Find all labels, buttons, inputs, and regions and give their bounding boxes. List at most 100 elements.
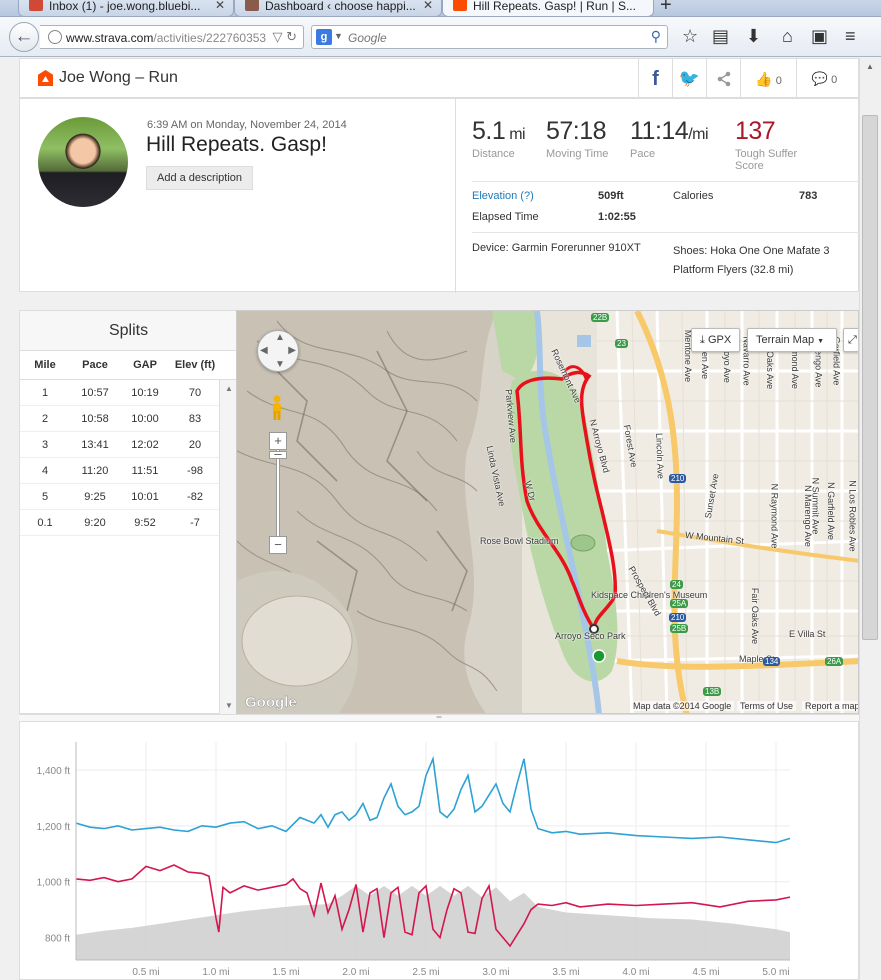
map-label: Maple St: [739, 654, 775, 664]
report-map-error-link[interactable]: Report a map error: [802, 701, 858, 711]
split-row[interactable]: 0.1 9:20 9:52 -7: [20, 510, 237, 536]
comment-icon: 💬: [811, 71, 828, 86]
x-tick-label: 0.5 mi: [132, 967, 159, 978]
col-mile[interactable]: Mile: [34, 359, 56, 371]
thumbs-up-icon: 👍: [755, 71, 773, 87]
browser-navbar: ← www.strava.com/activities/222760353 ▽ …: [0, 17, 881, 57]
page-scrollbar[interactable]: ▲: [859, 58, 881, 980]
add-description-button[interactable]: Add a description: [146, 166, 253, 190]
comments-button[interactable]: 💬 0: [796, 59, 852, 99]
download-icon[interactable]: ⬇: [746, 26, 762, 46]
splits-rows: 1 10:57 10:19 70 2 10:58 10:00 83 3 13:41 12:02 20 4…: [20, 380, 237, 536]
split-cell: -7: [190, 517, 200, 529]
device-info: Device: Garmin Forerunner 910XT: [472, 242, 641, 254]
col-elevation[interactable]: Elev (ft): [174, 359, 216, 371]
activity-header: Joe Wong – Run f 🐦 👍 0 💬 0: [19, 58, 859, 99]
x-tick-label: 3.5 mi: [552, 967, 579, 978]
map-tiles: Google: [237, 311, 858, 713]
svg-text:Google: Google: [245, 694, 297, 711]
chevron-down-icon: ▼: [817, 338, 825, 345]
highway-shield: 24: [670, 580, 683, 589]
map-type-select[interactable]: Terrain Map ▼: [747, 328, 837, 352]
scroll-down-icon[interactable]: ▼: [225, 701, 233, 710]
download-gpx-button[interactable]: ⤓ GPX: [691, 328, 741, 352]
tab-strava-activity[interactable]: Hill Repeats. Gasp! | Run | S...: [442, 0, 654, 16]
split-cell: 9:25: [84, 491, 106, 503]
y-tick-label: 1,200 ft: [37, 822, 71, 833]
pan-up-icon[interactable]: ▲: [275, 332, 285, 343]
search-icon[interactable]: ⚲: [650, 28, 661, 44]
fullscreen-button[interactable]: ⤢: [843, 328, 858, 352]
run-activity-icon: [38, 70, 53, 86]
reload-icon[interactable]: ▽ ↻: [272, 29, 297, 44]
splits-table: Splits Mile Pace GAP Elev (ft) 1 10:57 10:…: [19, 310, 237, 714]
x-tick-label: 1.0 mi: [202, 967, 229, 978]
split-cell: 3: [41, 439, 49, 451]
address-bar[interactable]: www.strava.com/activities/222760353 ▽ ↻: [40, 25, 304, 49]
athlete-avatar[interactable]: [38, 117, 128, 207]
map-pan-control[interactable]: ▲ ◀ ▶ ▼: [257, 330, 299, 372]
share-button[interactable]: [706, 59, 740, 99]
pan-right-icon[interactable]: ▶: [288, 345, 296, 356]
share-facebook-button[interactable]: f: [638, 59, 672, 99]
split-cell: 10:58: [81, 413, 109, 425]
elevation-help-link[interactable]: Elevation (?): [472, 190, 534, 202]
split-row[interactable]: 4 11:20 11:51 -98: [20, 458, 237, 484]
splits-scrollbar[interactable]: ▲ ▼: [219, 380, 237, 714]
splits-header-row: Mile Pace GAP Elev (ft): [20, 351, 237, 380]
pan-left-icon[interactable]: ◀: [260, 345, 268, 356]
split-row[interactable]: 3 13:41 12:02 20: [20, 432, 237, 458]
map-label: N Garfield Ave: [825, 482, 836, 540]
tab-inbox[interactable]: Inbox (1) - joe.wong.bluebi... ✕: [18, 0, 234, 16]
search-input[interactable]: Google: [348, 31, 387, 45]
stat-pace: 11:14/mi Pace: [630, 117, 709, 160]
stats-divider: [472, 181, 859, 182]
split-row[interactable]: 2 10:58 10:00 83: [20, 406, 237, 432]
zoom-in-button[interactable]: +: [269, 432, 287, 450]
bookmarks-list-icon[interactable]: ▤: [712, 26, 730, 46]
search-box[interactable]: g ▼ Google ⚲: [311, 25, 668, 49]
shoes-info[interactable]: Shoes: Hoka One One Mafate 3 Platform Fl…: [673, 245, 830, 276]
tab-dashboard[interactable]: Dashboard ‹ choose happi... ✕: [234, 0, 442, 16]
split-row[interactable]: 1 10:57 10:19 70: [20, 380, 237, 406]
resize-handle[interactable]: ═: [19, 714, 859, 722]
zoom-out-button[interactable]: −: [269, 536, 287, 554]
pocket-icon[interactable]: ▣: [811, 26, 829, 46]
map-label: N Raymond Ave: [769, 483, 780, 549]
menu-icon[interactable]: ≡: [845, 26, 856, 46]
share-twitter-button[interactable]: 🐦: [672, 59, 706, 99]
home-icon[interactable]: ⌂: [782, 26, 793, 46]
zoom-slider-handle[interactable]: –: [269, 447, 287, 460]
split-cell: 20: [188, 439, 202, 451]
stat-suffer-score[interactable]: 137 Tough Suffer Score: [735, 117, 798, 172]
kudos-button[interactable]: 👍 0: [740, 59, 796, 99]
close-icon[interactable]: ✕: [214, 0, 225, 12]
line-series-blue: [75, 755, 791, 844]
scroll-up-icon[interactable]: ▲: [866, 62, 874, 71]
download-icon: ⤓: [700, 334, 705, 346]
calories-label: Calories: [673, 190, 714, 202]
pan-down-icon[interactable]: ▼: [275, 359, 285, 370]
back-arrow-icon[interactable]: ←: [9, 22, 39, 52]
col-gap[interactable]: GAP: [133, 359, 157, 371]
highway-shield: 25B: [670, 624, 689, 633]
bookmark-star-icon[interactable]: ☆: [682, 26, 699, 46]
activity-name[interactable]: Hill Repeats. Gasp!: [146, 133, 327, 156]
split-cell: 11:20: [81, 465, 109, 477]
address-url: www.strava.com/activities/222760353: [66, 31, 266, 45]
chevron-down-icon[interactable]: ▼: [334, 31, 343, 41]
col-pace[interactable]: Pace: [82, 359, 108, 371]
split-row[interactable]: 5 9:25 10:01 -82: [20, 484, 237, 510]
street-view-pegman-icon[interactable]: [270, 395, 284, 421]
new-tab-icon[interactable]: +: [660, 0, 672, 16]
split-cell: 10:00: [131, 413, 159, 425]
browser-tabstrip: Inbox (1) - joe.wong.bluebi... ✕ Dashboa…: [0, 0, 881, 17]
scroll-up-icon[interactable]: ▲: [225, 384, 233, 393]
terms-link[interactable]: Terms of Use: [737, 701, 797, 711]
route-map[interactable]: Google Rose Bowl Stadium Kidspace Childr…: [236, 310, 859, 714]
close-icon[interactable]: ✕: [422, 0, 433, 12]
stat-distance: 5.1 mi Distance: [472, 117, 526, 160]
google-engine-icon[interactable]: g: [316, 29, 332, 45]
elevation-pace-chart[interactable]: 0.5 mi 1.0 mi 1.5 mi 2.0 mi 2.5 mi 3.0 mi 3.5 …: [19, 722, 859, 980]
scrollbar-thumb[interactable]: [862, 115, 878, 640]
